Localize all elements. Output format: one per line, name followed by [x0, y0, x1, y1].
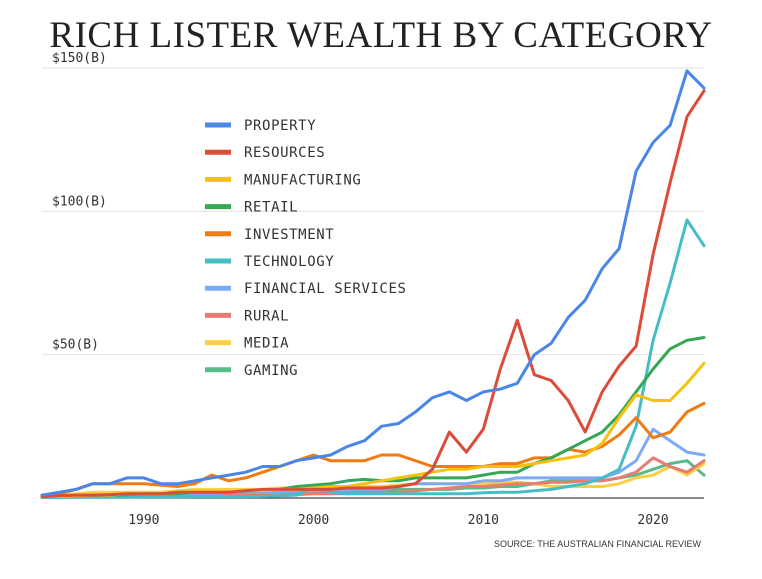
y-tick-label: $150(B): [52, 51, 107, 66]
legend-label: TECHNOLOGY: [244, 254, 334, 270]
series-line-resources: [40, 89, 706, 499]
y-tick-label: $50(B): [52, 338, 99, 353]
x-tick-label: 2000: [298, 513, 329, 528]
legend-label: MEDIA: [244, 336, 289, 352]
legend-label: PROPERTY: [244, 118, 316, 134]
chart-title: RICH LISTER WEALTH BY CATEGORY: [49, 15, 713, 56]
legend-label: MANUFACTURING: [244, 172, 361, 188]
legend-label: RESOURCES: [244, 145, 325, 161]
y-tick-label: $100(B): [52, 194, 107, 209]
legend-label: INVESTMENT: [244, 227, 334, 243]
source-note: SOURCE: THE AUSTRALIAN FINANCIAL REVIEW: [494, 539, 702, 549]
legend-label: FINANCIAL SERVICES: [244, 281, 407, 297]
legend-label: RURAL: [244, 308, 289, 324]
x-tick-label: 1990: [128, 513, 159, 528]
x-tick-label: 2020: [637, 513, 668, 528]
x-tick-label: 2010: [468, 513, 499, 528]
series-line-technology: [40, 218, 706, 499]
legend-label: GAMING: [244, 363, 298, 379]
legend-label: RETAIL: [244, 200, 298, 216]
series-line-property: [40, 69, 706, 497]
series-line-retail: [40, 336, 706, 499]
